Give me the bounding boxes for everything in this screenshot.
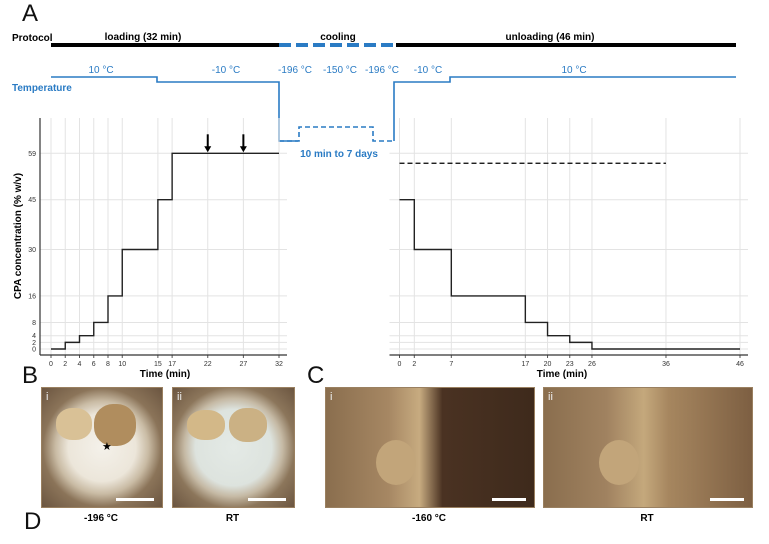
panel-label-a: A (22, 0, 39, 27)
brain-tissue (599, 440, 639, 485)
temp-label: -150 °C (323, 65, 357, 76)
arrowhead-icon (239, 146, 247, 153)
temp-label: -196 °C (278, 65, 312, 76)
phase-loading: loading (32 min) (105, 32, 182, 43)
x-axis-title-left: Time (min) (140, 369, 190, 380)
brain-slice (56, 408, 92, 440)
arrowhead-icon (204, 146, 212, 153)
x-tick-label: 23 (566, 361, 574, 368)
x-tick-label: 17 (168, 361, 176, 368)
temp-label: 10 °C (88, 65, 113, 76)
x-tick-label: 26 (588, 361, 596, 368)
y-tick-label: 30 (28, 247, 36, 254)
brain-slice (229, 408, 267, 442)
brain-slice (187, 410, 225, 440)
cpa-step-line (399, 199, 740, 350)
x-tick-label: 0 (49, 361, 53, 368)
x-tick-label: 8 (106, 361, 110, 368)
scale-bar (492, 498, 526, 501)
panel-label-c: C (307, 362, 325, 389)
temp-label: 10 °C (561, 65, 586, 76)
photo-c-ii: ii (543, 387, 753, 508)
y-axis-title: CPA concentration (% w/v) (13, 173, 24, 299)
photo-caption: RT (640, 513, 654, 524)
x-tick-label: 46 (736, 361, 744, 368)
x-tick-label: 7 (449, 361, 453, 368)
x-tick-label: 0 (398, 361, 402, 368)
x-tick-label: 32 (275, 361, 283, 368)
brain-tissue (376, 440, 416, 485)
phase-unloading: unloading (46 min) (506, 32, 595, 43)
x-axis-title-right: Time (min) (537, 369, 587, 380)
x-tick-label: 2 (63, 361, 67, 368)
scale-bar (116, 498, 154, 501)
scale-bar (248, 498, 286, 501)
y-tick-label: 59 (28, 151, 36, 158)
x-tick-label: 15 (154, 361, 162, 368)
y-tick-label: 16 (28, 293, 36, 300)
temperature-label: Temperature (12, 83, 72, 94)
photo-index: ii (548, 391, 553, 403)
photo-b-ii: ii (172, 387, 295, 508)
photo-caption: RT (225, 513, 240, 524)
panel-label-d: D (24, 508, 42, 535)
y-tick-label: 4 (32, 333, 36, 340)
brain-slice (94, 404, 136, 446)
star-marker: ★ (102, 441, 112, 453)
x-tick-label: 2 (412, 361, 416, 368)
temp-label: -10 °C (212, 65, 240, 76)
photo-b-i: ★ i (41, 387, 163, 508)
protocol-label: Protocol (12, 33, 53, 44)
storage-duration-label: 10 min to 7 days (300, 149, 378, 160)
unloading-chart: 0 2 7 17 20 23 26 36 46 (389, 118, 748, 368)
y-tick-label: 45 (28, 197, 36, 204)
cpa-step-line (51, 152, 279, 350)
photo-index: ii (177, 391, 182, 403)
y-tick-label: 2 (32, 340, 36, 347)
x-tick-label: 36 (662, 361, 670, 368)
photo-caption: -160 °C (411, 513, 446, 524)
x-tick-label: 4 (78, 361, 82, 368)
photo-c-i: i (325, 387, 535, 508)
photo-index: i (46, 391, 49, 403)
temp-label: -196 °C (365, 65, 399, 76)
x-tick-label: 22 (204, 361, 212, 368)
x-tick-label: 17 (521, 361, 529, 368)
y-tick-label: 8 (32, 320, 36, 327)
x-tick-label: 6 (92, 361, 96, 368)
temperature-line-loading (51, 76, 298, 142)
temperature-line-unloading (393, 76, 736, 141)
x-tick-label: 10 (118, 361, 126, 368)
y-tick-label: 0 (32, 347, 36, 354)
phase-cooling: cooling (320, 32, 356, 43)
x-tick-label: 27 (239, 361, 247, 368)
temp-label: -10 °C (414, 65, 442, 76)
photo-caption: -196 °C (83, 513, 118, 524)
x-tick-label: 20 (544, 361, 552, 368)
temperature-line-storage (279, 126, 393, 142)
scale-bar (710, 498, 744, 501)
panel-label-b: B (22, 362, 39, 389)
photo-index: i (330, 391, 333, 403)
